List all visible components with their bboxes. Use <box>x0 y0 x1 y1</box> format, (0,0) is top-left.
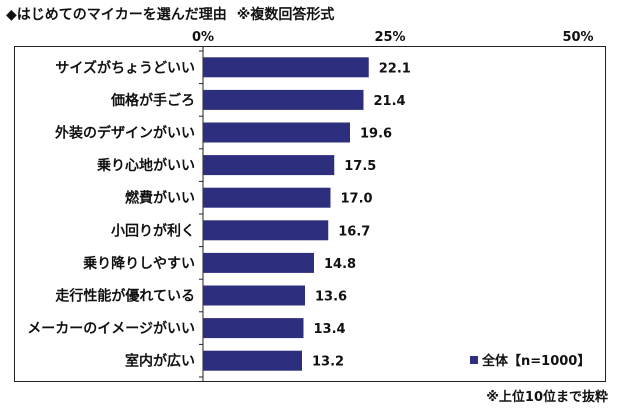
bar <box>203 252 314 273</box>
value-label: 22.1 <box>379 61 411 76</box>
chart-title-text: ◆はじめてのマイカーを選んだ理由 <box>6 7 227 23</box>
value-label: 21.4 <box>374 94 406 109</box>
bar-chart: サイズがちょうどいい 22.1 価格が手ごろ 21.4 外装のデザインがいい 19.6 乗り… <box>27 47 411 381</box>
category-label: メーカーのイメージがいい <box>27 320 195 337</box>
chart-title-note: ※複数回答形式 <box>236 7 335 23</box>
value-label: 16.7 <box>338 224 370 239</box>
bar <box>203 155 335 176</box>
value-label: 17.0 <box>341 192 373 207</box>
value-label: 13.2 <box>312 355 344 370</box>
value-label: 17.5 <box>344 159 376 174</box>
value-label: 14.8 <box>324 257 356 272</box>
x-tick-label: 0% <box>191 30 215 45</box>
x-tick-label: 50% <box>562 30 594 45</box>
bar <box>203 350 302 371</box>
chart-title: ◆はじめてのマイカーを選んだ理由 ※複数回答形式 <box>6 4 334 24</box>
value-label: 13.6 <box>315 290 347 305</box>
bar <box>203 89 364 110</box>
category-label: 室内が広い <box>125 353 195 370</box>
bar <box>203 285 305 306</box>
value-label: 13.4 <box>314 322 346 337</box>
bar <box>203 122 350 143</box>
category-label: 外装のデザインがいい <box>55 125 195 142</box>
category-label: 乗り心地がいい <box>96 157 195 174</box>
x-tick-label: 25% <box>374 30 406 45</box>
category-label: 価格が手ごろ <box>110 92 195 109</box>
category-label: サイズがちょうどいい <box>55 59 195 76</box>
legend-swatch <box>470 355 478 364</box>
footnote: ※上位10位まで抜粋 <box>486 390 608 405</box>
category-label: 小回りが利く <box>111 222 195 239</box>
bar <box>203 187 331 208</box>
category-label: 走行性能が優れている <box>55 288 195 305</box>
bar <box>203 220 329 241</box>
value-label: 19.6 <box>360 127 392 142</box>
legend-label: 全体【n=1000】 <box>482 354 591 369</box>
category-label: 燃費がいい <box>125 190 195 207</box>
legend: 全体【n=1000】 <box>470 350 590 369</box>
category-label: 乗り降りしやすい <box>82 255 195 272</box>
bar <box>203 57 369 78</box>
bar <box>203 318 304 339</box>
chart-frame: サイズがちょうどいい 22.1 価格が手ごろ 21.4 外装のデザインがいい 19.6 乗り… <box>14 46 606 382</box>
